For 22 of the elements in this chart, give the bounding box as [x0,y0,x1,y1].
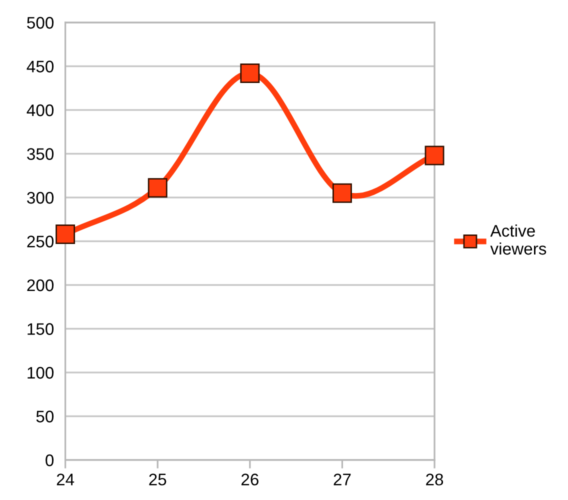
y-tick-label: 450 [26,60,54,72]
y-tick-label: 250 [27,236,54,248]
y-tick-label: 0 [46,454,54,466]
x-tick-label: 27 [334,474,351,486]
y-tick-label: 500 [27,16,54,29]
legend-label: Active viewers [490,224,546,255]
x-tick-label: 26 [241,474,258,486]
point [240,64,260,83]
y-tick-label: 150 [28,323,54,335]
y-tick-label: 400 [26,104,54,116]
point [332,183,352,203]
point [56,224,76,244]
x-tick-label: 28 [426,474,444,486]
y-tick-label: 200 [27,279,54,292]
y-tick-label: 350 [27,148,54,160]
y-tick-label: 100 [28,366,54,379]
x-tick-label: 24 [56,474,74,486]
y-tick-label: 300 [27,192,54,204]
x-tick-label: 25 [149,474,166,486]
y-tick-label: 50 [36,410,54,422]
point [424,146,444,166]
point [148,178,168,198]
